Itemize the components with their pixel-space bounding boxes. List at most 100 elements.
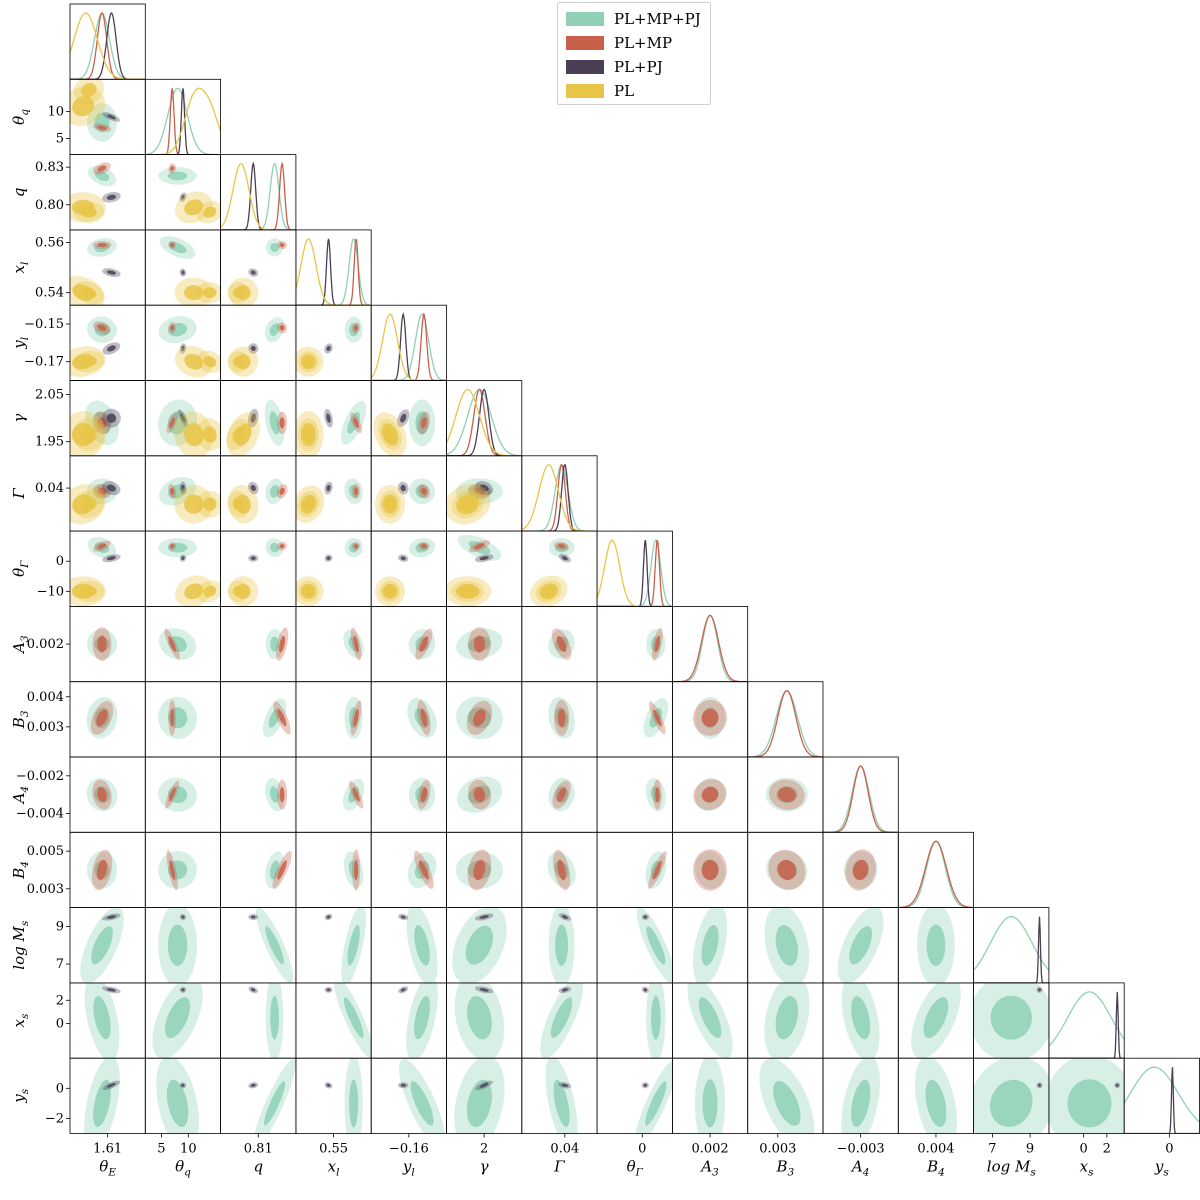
contour-inner-pl-alt bbox=[232, 356, 244, 367]
contour-inner-pl-mp-pj bbox=[851, 996, 871, 1040]
marginal-theta_E bbox=[70, 12, 146, 80]
panel-x_s-vs-y_l bbox=[398, 982, 438, 1059]
contour-inner-pl-mp-pj bbox=[926, 924, 946, 966]
contour-inner-pl-pj bbox=[106, 915, 117, 919]
contour-inner-pl-mp bbox=[701, 859, 719, 881]
marginal-line-pl-mp bbox=[672, 614, 748, 682]
contour-inner-pl-mp bbox=[97, 324, 107, 332]
panel-B_3-vs-gamma bbox=[456, 696, 503, 740]
contour-inner-pl-mp bbox=[354, 859, 359, 881]
contour-inner-pl-mp-pj bbox=[410, 1081, 434, 1126]
contour-inner-pl-pj bbox=[181, 556, 185, 560]
contour-inner-pl-alt bbox=[203, 585, 217, 597]
panel-A_3-vs-Gamma bbox=[548, 628, 575, 660]
contour-inner-pl-mp bbox=[96, 709, 108, 727]
contour-inner-pl-mp bbox=[354, 487, 359, 496]
xtick-label-x_s-0: 0 bbox=[1080, 1142, 1088, 1157]
contour-inner-pl-mp-pj bbox=[465, 925, 494, 965]
contour-inner-pl-pj bbox=[561, 988, 569, 992]
marginal-line-pl-mp-pj bbox=[823, 765, 899, 833]
contour-inner-pl-mp bbox=[170, 708, 175, 727]
panel-B_3-vs-y_l bbox=[407, 697, 437, 738]
contour-inner-pl-pj bbox=[1037, 988, 1041, 992]
panel-log_M_s-vs-gamma bbox=[452, 907, 507, 983]
contour-inner-pl-alt bbox=[232, 586, 244, 597]
xtick-label-Gamma-0: 0.04 bbox=[550, 1142, 579, 1157]
panel-log_M_s-vs-theta_q bbox=[158, 907, 197, 983]
panel-A_3-vs-theta_q bbox=[158, 628, 197, 660]
contour-inner-pl-mp bbox=[279, 417, 285, 429]
ylabel-y_l: yl bbox=[10, 337, 31, 350]
contour-inner-pl-mp-pj bbox=[645, 1081, 667, 1126]
contour-inner-pl-pj bbox=[181, 194, 185, 200]
marginal-line-pl-pj bbox=[295, 238, 372, 306]
contour-inner-pl-mp bbox=[279, 242, 285, 247]
contour-inner-pl-pj bbox=[479, 556, 489, 561]
contour-inner-pl-mp-pj bbox=[651, 995, 661, 1040]
panel-theta_q-vs-theta_E bbox=[70, 79, 121, 142]
xlabel-B_3: B3 bbox=[775, 1158, 794, 1179]
contour-inner-pl-mp-pj bbox=[94, 170, 110, 181]
marginal-line-pl-pj bbox=[70, 12, 146, 80]
cell-frame-14-14 bbox=[1123, 1057, 1200, 1134]
contour-inner-pl-mp bbox=[557, 708, 566, 727]
contour-inner-pl-mp-pj bbox=[701, 924, 719, 966]
panel-gamma-vs-q bbox=[226, 399, 288, 456]
contour-inner-pl-mp bbox=[97, 125, 107, 130]
contour-inner-pl-alt bbox=[302, 497, 314, 511]
contour-inner-pl-mp bbox=[279, 787, 285, 803]
panel-B_4-vs-B_3 bbox=[766, 849, 808, 891]
contour-inner-pl-alt bbox=[459, 497, 476, 512]
contour-inner-pl bbox=[184, 285, 204, 301]
contour-inner-pl-mp bbox=[418, 860, 429, 880]
contour-inner-pl-mp-pj bbox=[466, 1079, 492, 1128]
contour-inner-pl-alt bbox=[80, 207, 97, 218]
xtick-label-B_4-0: 0.004 bbox=[917, 1142, 954, 1157]
ytick-label-x_s-1: 2 bbox=[56, 993, 64, 1008]
panel-A_4-vs-theta_Gamma bbox=[645, 777, 666, 812]
contour-inner-pl-mp-pj bbox=[270, 542, 280, 553]
panel-B_3-vs-A_3 bbox=[693, 696, 728, 739]
xtick-label-x_l-0: 0.55 bbox=[319, 1142, 348, 1157]
panel-y_s-vs-q bbox=[248, 1059, 296, 1134]
panel-y_l-vs-theta_E bbox=[70, 316, 121, 378]
contour-inner-pl-mp bbox=[474, 543, 485, 550]
contour-inner-pl-mp-pj bbox=[167, 171, 188, 181]
contour-inner-pl-alt bbox=[303, 356, 314, 367]
contour-inner-pl-mp-pj bbox=[167, 924, 188, 966]
marginal-line-pl-pj bbox=[1124, 1067, 1200, 1134]
contour-inner-pl-pj bbox=[326, 484, 331, 492]
contour-inner-pl-pj bbox=[400, 915, 406, 919]
marginal-line-pl-mp bbox=[747, 690, 823, 758]
contour-inner-pl-mp bbox=[279, 325, 285, 331]
contour-inner-pl bbox=[184, 199, 204, 216]
contour-inner-pl bbox=[184, 583, 204, 600]
xtick-label-B_3-0: 0.003 bbox=[759, 1142, 796, 1157]
contour-inner-pl-mp bbox=[420, 787, 428, 803]
contour-inner-pl-mp-pj bbox=[270, 636, 279, 652]
marginal-x_l bbox=[295, 237, 372, 306]
contour-inner-pl-pj bbox=[250, 1083, 256, 1087]
legend-entry-pl-mp-pj: PL+MP+PJ bbox=[566, 9, 701, 29]
contour-inner-pl-mp-pj bbox=[91, 926, 113, 965]
contour-inner-pl-alt bbox=[81, 83, 97, 98]
contour-inner-pl-mp-pj bbox=[1067, 1079, 1112, 1128]
xtick-label-y_l-0: −0.16 bbox=[389, 1142, 429, 1157]
contour-inner-pl-mp bbox=[421, 544, 427, 549]
marginal-log_M_s bbox=[973, 915, 1049, 983]
panel-A_4-vs-y_l bbox=[408, 777, 436, 812]
panel-A_4-vs-q bbox=[265, 777, 288, 812]
legend-entry-pl-mp: PL+MP bbox=[566, 33, 672, 53]
ylabel-A_3: A3 bbox=[10, 635, 31, 655]
contour-inner-pl-pj bbox=[643, 988, 648, 992]
contour-inner-pl-mp bbox=[97, 165, 107, 172]
contour-inner-pl-mp-pj bbox=[265, 926, 284, 965]
contour-inner-pl-mp bbox=[353, 708, 359, 727]
contour-inner-pl-pj bbox=[250, 915, 256, 919]
panel-x_l-vs-q bbox=[227, 238, 288, 306]
panel-y_s-vs-theta_E bbox=[84, 1058, 121, 1134]
ytick-label-log_M_s-1: 9 bbox=[56, 919, 64, 934]
contour-inner-pl-mp-pj bbox=[989, 1079, 1033, 1127]
panel-B_4-vs-theta_E bbox=[86, 849, 118, 891]
contour-inner-pl-mp-pj bbox=[550, 997, 573, 1038]
